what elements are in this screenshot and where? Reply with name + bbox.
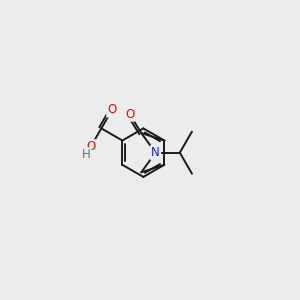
Text: H: H — [82, 148, 90, 161]
Text: O: O — [86, 140, 95, 153]
Text: O: O — [107, 103, 117, 116]
Text: O: O — [125, 107, 134, 121]
Text: N: N — [151, 146, 160, 159]
